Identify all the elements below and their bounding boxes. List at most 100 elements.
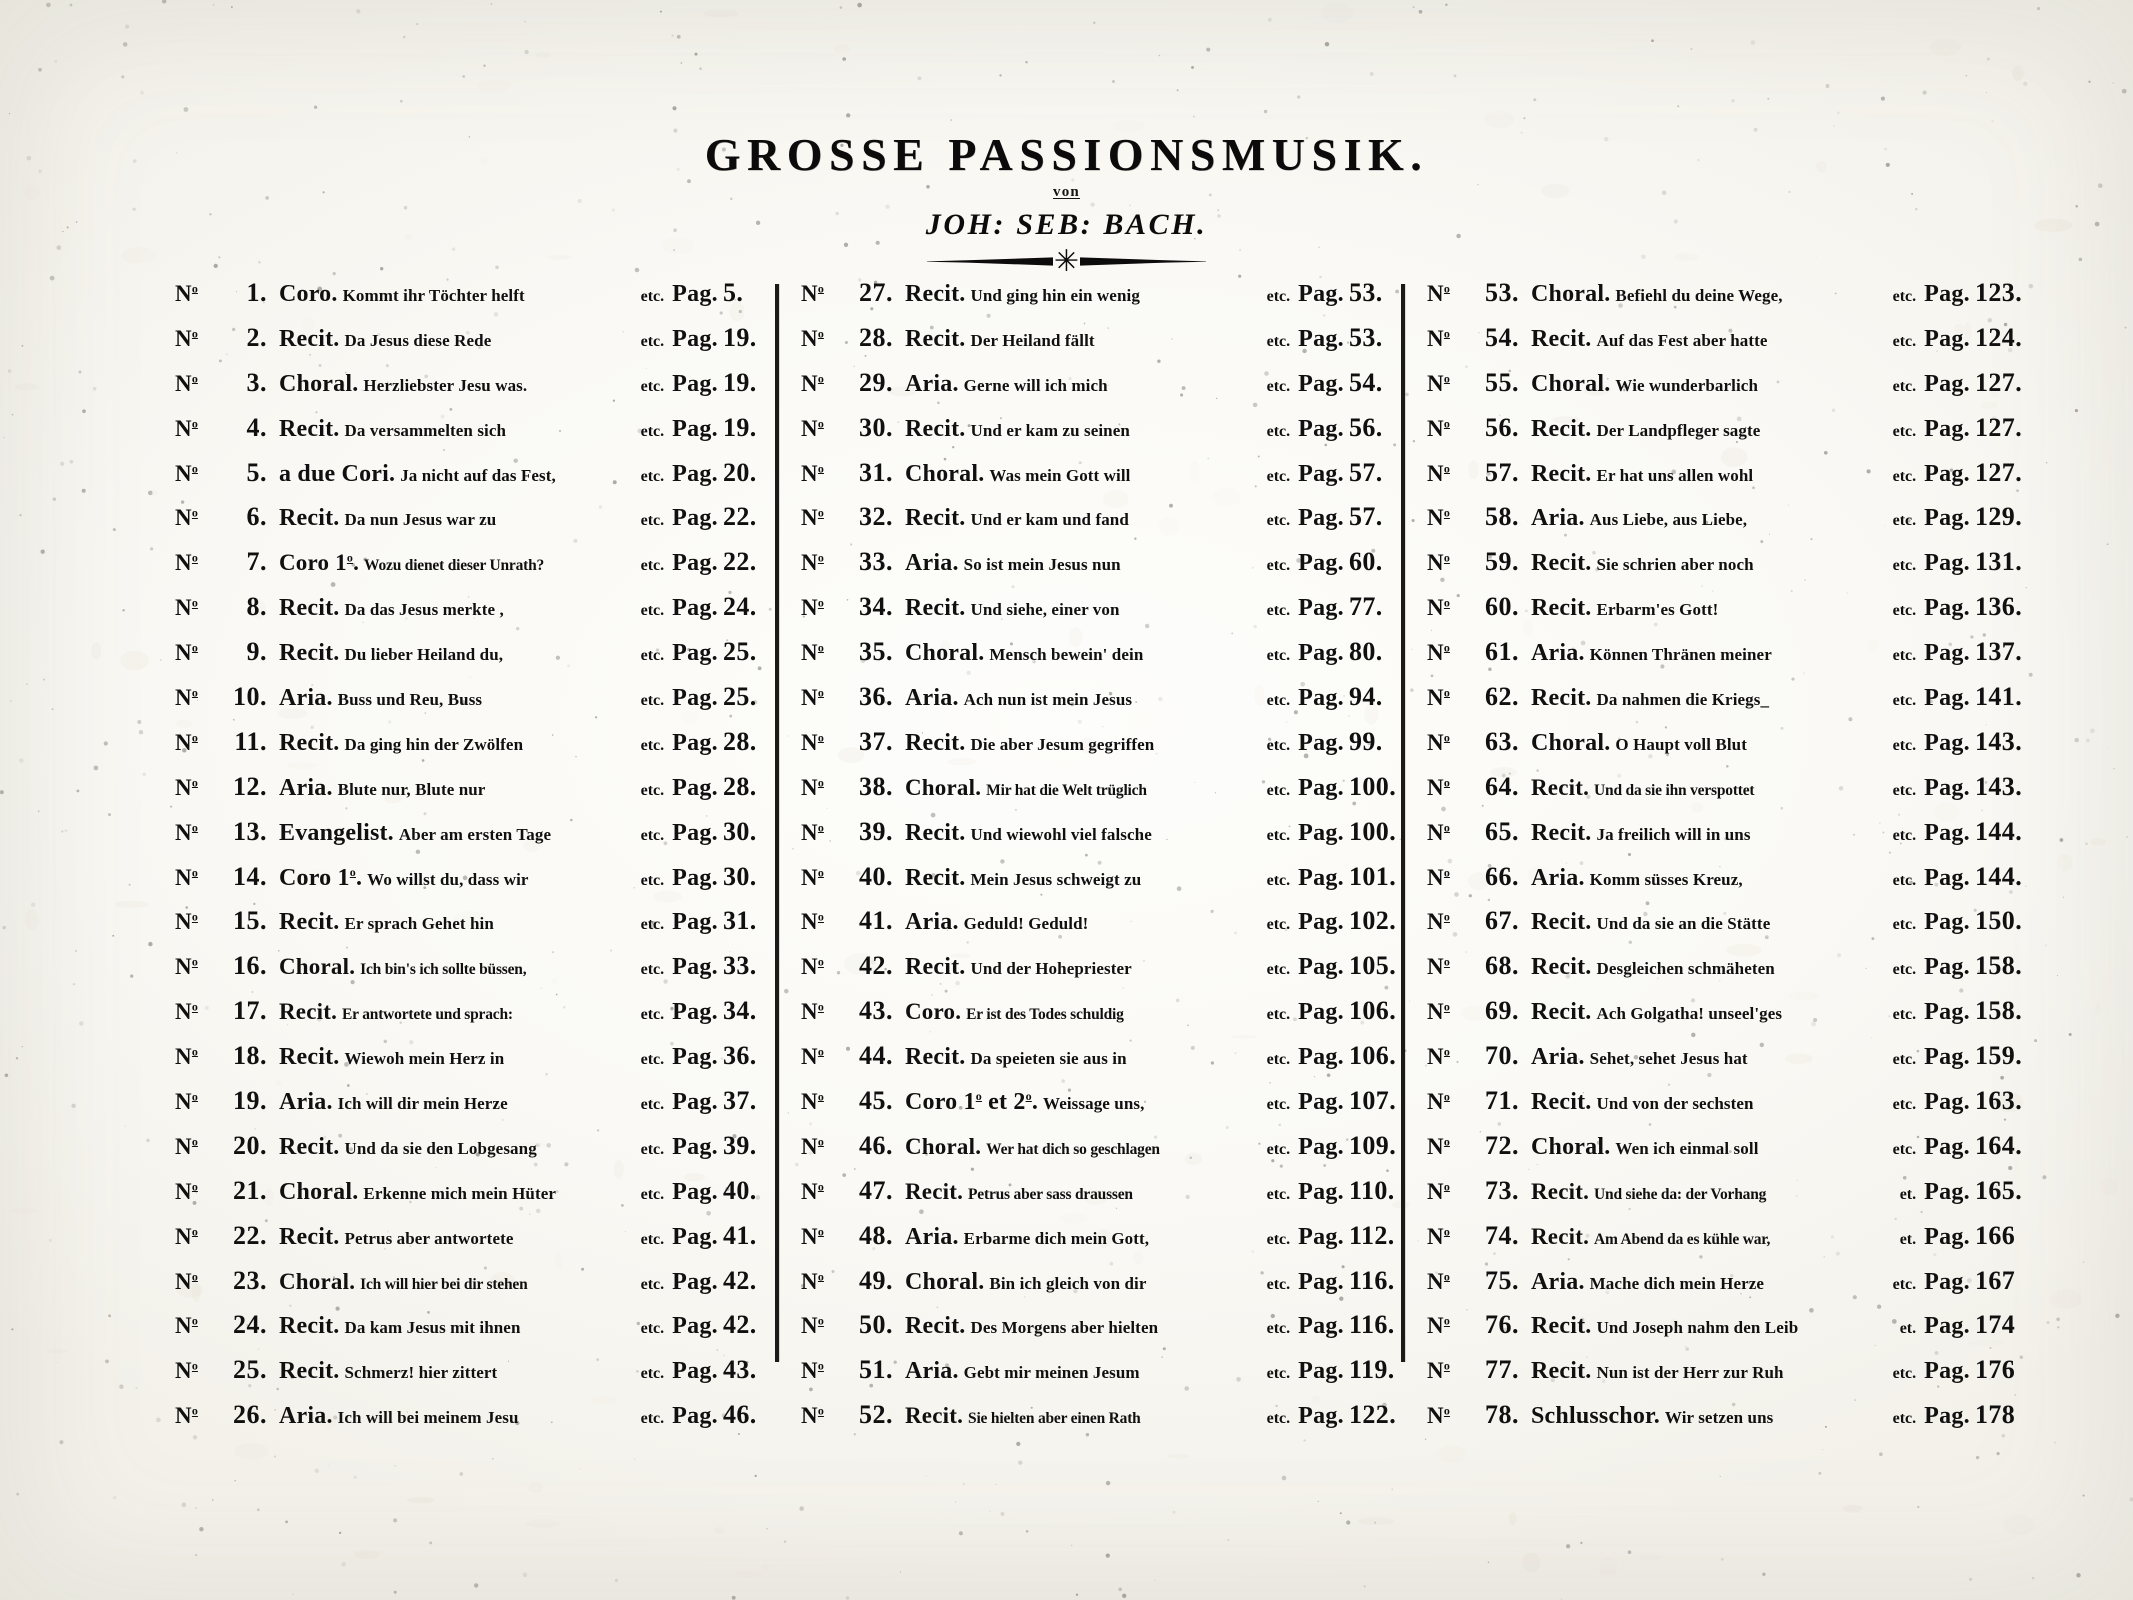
- entry-number-prefix: No: [175, 729, 198, 755]
- entry-number-prefix: No: [175, 1044, 198, 1070]
- contents-entry[interactable]: No 57. Recit. Er hat uns allen wohl etc. Pag.…: [1427, 458, 2027, 503]
- contents-entry[interactable]: No 3. Choral. Herzliebster Jesu was. etc. Pag…: [175, 368, 775, 413]
- contents-entry[interactable]: No 34. Recit. Und siehe, einer von etc. Pag. 7…: [801, 592, 1401, 637]
- contents-entry[interactable]: No 51. Aria. Gebt mir meinen Jesum etc. Pag. 1…: [801, 1355, 1401, 1400]
- entry-pag-label: Pag.: [1924, 325, 1970, 352]
- contents-entry[interactable]: No 29. Aria. Gerne will ich mich etc. Pag. 54.: [801, 368, 1401, 413]
- contents-entry[interactable]: No 27. Recit. Und ging hin ein wenig etc. Pag…: [801, 278, 1401, 323]
- contents-entry[interactable]: No 39. Recit. Und wiewohl viel falsche etc. P…: [801, 817, 1401, 862]
- contents-entry[interactable]: No 1. Coro. Kommt ihr Töchter helft etc. Pag.…: [175, 278, 775, 323]
- contents-entry[interactable]: No 43. Coro. Er ist des Todes schuldig etc. P…: [801, 996, 1401, 1041]
- entry-genre: Aria.: [1531, 864, 1585, 891]
- contents-entry[interactable]: No 71. Recit. Und von der sechsten etc. Pag. 1…: [1427, 1086, 2027, 1131]
- entry-incipit: Die aber Jesum gegriffen: [970, 734, 1155, 754]
- contents-entry[interactable]: No 16. Choral. Ich bin's ich sollte büssen,…: [175, 951, 775, 996]
- contents-entry[interactable]: No 32. Recit. Und er kam und fand etc. Pag. 57…: [801, 502, 1401, 547]
- contents-entry[interactable]: No 36. Aria. Ach nun ist mein Jesus etc. Pag.…: [801, 682, 1401, 727]
- entry-genre: Recit.: [279, 325, 340, 352]
- contents-entry[interactable]: No 6. Recit. Da nun Jesus war zu etc. Pag. 22.: [175, 502, 775, 547]
- contents-entry[interactable]: No 48. Aria. Erbarme dich mein Gott, etc. Pag…: [801, 1221, 1401, 1266]
- contents-entry[interactable]: No 61. Aria. Können Thränen meiner etc. Pag. 1…: [1427, 637, 2027, 682]
- contents-entry[interactable]: No 2. Recit. Da Jesus diese Rede etc. Pag. 19.: [175, 323, 775, 368]
- contents-entry[interactable]: No 53. Choral. Befiehl du deine Wege, etc. Pa…: [1427, 278, 2027, 323]
- contents-entry[interactable]: No 52. Recit. Sie hielten aber einen Rath et…: [801, 1400, 1401, 1445]
- contents-entry[interactable]: No 23. Choral. Ich will hier bei dir stehen…: [175, 1266, 775, 1311]
- contents-entry[interactable]: No 4. Recit. Da versammelten sich etc. Pag. 19…: [175, 413, 775, 458]
- contents-entry[interactable]: No 33. Aria. So ist mein Jesus nun etc. Pag. 6…: [801, 547, 1401, 592]
- contents-entry[interactable]: No 70. Aria. Sehet, sehet Jesus hat etc. Pag.…: [1427, 1041, 2027, 1086]
- contents-entry[interactable]: No 20. Recit. Und da sie den Lobgesang etc. P…: [175, 1131, 775, 1176]
- contents-entry[interactable]: No 25. Recit. Schmerz! hier zittert etc. Pag.…: [175, 1355, 775, 1400]
- entry-number: 57.: [1485, 457, 1519, 487]
- contents-entry[interactable]: No 9. Recit. Du lieber Heiland du, etc. Pag. 2…: [175, 637, 775, 682]
- contents-entry[interactable]: No 56. Recit. Der Landpfleger sagte etc. Pag.…: [1427, 413, 2027, 458]
- contents-entry[interactable]: No 41. Aria. Geduld! Geduld! etc. Pag. 102.: [801, 906, 1401, 951]
- contents-entry[interactable]: No 44. Recit. Da speieten sie aus in etc. Pag…: [801, 1041, 1401, 1086]
- contents-entry[interactable]: No 38. Choral. Mir hat die Welt trüglich etc…: [801, 772, 1401, 817]
- contents-entry[interactable]: No 58. Aria. Aus Liebe, aus Liebe, etc. Pag. 1…: [1427, 502, 2027, 547]
- contents-entry[interactable]: No 55. Choral. Wie wunderbarlich etc. Pag. 127…: [1427, 368, 2027, 413]
- contents-entry[interactable]: No 37. Recit. Die aber Jesum gegriffen etc. P…: [801, 727, 1401, 772]
- contents-entry[interactable]: No 26. Aria. Ich will bei meinem Jesu etc. Pa…: [175, 1400, 775, 1445]
- contents-entry[interactable]: No 40. Recit. Mein Jesus schweigt zu etc. Pag…: [801, 862, 1401, 907]
- contents-entry[interactable]: No 5. a due Cori. Ja nicht auf das Fest, etc…: [175, 458, 775, 503]
- contents-entry[interactable]: No 35. Choral. Mensch bewein' dein etc. Pag. 8…: [801, 637, 1401, 682]
- entry-genre: Aria.: [905, 909, 959, 936]
- contents-entry[interactable]: No 42. Recit. Und der Hohepriester etc. Pag. 1…: [801, 951, 1401, 996]
- contents-entry[interactable]: No 54. Recit. Auf das Fest aber hatte etc. Pa…: [1427, 323, 2027, 368]
- contents-entry[interactable]: No 67. Recit. Und da sie an die Stätte etc. P…: [1427, 906, 2027, 951]
- contents-entry[interactable]: No 13. Evangelist. Aber am ersten Tage etc. P…: [175, 817, 775, 862]
- contents-entry[interactable]: No 28. Recit. Der Heiland fällt etc. Pag. 53.: [801, 323, 1401, 368]
- contents-entry[interactable]: No 69. Recit. Ach Golgatha! unseel'ges etc. P…: [1427, 996, 2027, 1041]
- contents-entry[interactable]: No 78. Schlusschor. Wir setzen uns etc. Pag. 1…: [1427, 1400, 2027, 1445]
- ornament-divider: ✳: [0, 247, 2133, 277]
- contents-entry[interactable]: No 8. Recit. Da das Jesus merkte , etc. Pag. 2…: [175, 592, 775, 637]
- contents-entry[interactable]: No 31. Choral. Was mein Gott will etc. Pag. 57…: [801, 458, 1401, 503]
- entry-number: 2.: [246, 322, 267, 352]
- contents-entry[interactable]: No 7. Coro 1o. Wozu dienet dieser Unrath? et…: [175, 547, 775, 592]
- contents-entry[interactable]: No 12. Aria. Blute nur, Blute nur etc. Pag. 28…: [175, 772, 775, 817]
- entry-number: 54.: [1485, 322, 1519, 352]
- contents-entry[interactable]: No 64. Recit. Und da sie ihn verspottet etc.…: [1427, 772, 2027, 817]
- entry-incipit: Und er kam zu seinen: [970, 420, 1130, 440]
- entry-genre: Aria.: [279, 774, 333, 801]
- contents-entry[interactable]: No 74. Recit. Am Abend da es kühle war, et. P…: [1427, 1221, 2027, 1266]
- contents-entry[interactable]: No 47. Recit. Petrus aber sass draussen etc.…: [801, 1176, 1401, 1221]
- contents-entry[interactable]: No 60. Recit. Erbarm'es Gott! etc. Pag. 136.: [1427, 592, 2027, 637]
- contents-entry[interactable]: No 14. Coro 1o. Wo willst du, dass wir etc. P…: [175, 862, 775, 907]
- entry-page-number: 19.: [723, 367, 757, 397]
- contents-entry[interactable]: No 65. Recit. Ja freilich will in uns etc. Pa…: [1427, 817, 2027, 862]
- contents-entry[interactable]: No 22. Recit. Petrus aber antwortete etc. Pag…: [175, 1221, 775, 1266]
- contents-entry[interactable]: No 24. Recit. Da kam Jesus mit ihnen etc. Pag…: [175, 1310, 775, 1355]
- contents-entry[interactable]: No 19. Aria. Ich will dir mein Herze etc. Pag…: [175, 1086, 775, 1131]
- contents-entry[interactable]: No 77. Recit. Nun ist der Herr zur Ruh etc. P…: [1427, 1355, 2027, 1400]
- contents-entry[interactable]: No 46. Choral. Wer hat dich so geschlagen et…: [801, 1131, 1401, 1176]
- contents-entry[interactable]: No 30. Recit. Und er kam zu seinen etc. Pag. 5…: [801, 413, 1401, 458]
- contents-entry[interactable]: No 45. Coro 1o et 2o. Weissage uns, etc. Pag.…: [801, 1086, 1401, 1131]
- contents-entry[interactable]: No 18. Recit. Wiewoh mein Herz in etc. Pag. 36…: [175, 1041, 775, 1086]
- contents-entry[interactable]: No 49. Choral. Bin ich gleich von dir etc. Pa…: [801, 1266, 1401, 1311]
- entry-etc: etc.: [1892, 602, 1917, 620]
- contents-entry[interactable]: No 50. Recit. Des Morgens aber hielten etc. P…: [801, 1310, 1401, 1355]
- contents-entry[interactable]: No 62. Recit. Da nahmen die Kriegs_ etc. Pag.…: [1427, 682, 2027, 727]
- entry-genre: Recit.: [1531, 999, 1592, 1026]
- entry-incipit: Da kam Jesus mit ihnen: [344, 1318, 521, 1338]
- contents-entry[interactable]: No 76. Recit. Und Joseph nahm den Leib et. Pa…: [1427, 1310, 2027, 1355]
- contents-entry[interactable]: No 72. Choral. Wen ich einmal soll etc. Pag. 1…: [1427, 1131, 2027, 1176]
- contents-entry[interactable]: No 21. Choral. Erkenne mich mein Hüter etc. P…: [175, 1176, 775, 1221]
- entry-incipit: Der Heiland fällt: [970, 330, 1095, 350]
- contents-entry[interactable]: No 10. Aria. Buss und Reu, Buss etc. Pag. 25.: [175, 682, 775, 727]
- contents-entry[interactable]: No 68. Recit. Desgleichen schmäheten etc. Pag…: [1427, 951, 2027, 996]
- entry-page-number: 57.: [1349, 502, 1383, 532]
- contents-entry[interactable]: No 17. Recit. Er antwortete und sprach: etc.…: [175, 996, 775, 1041]
- entry-number-prefix: No: [1427, 1044, 1450, 1070]
- entry-number: 40.: [859, 861, 893, 891]
- contents-entry[interactable]: No 73. Recit. Und siehe da: der Vorhang et. P…: [1427, 1176, 2027, 1221]
- contents-entry[interactable]: No 11. Recit. Da ging hin der Zwölfen etc. Pa…: [175, 727, 775, 772]
- contents-entry[interactable]: No 15. Recit. Er sprach Gehet hin etc. Pag. 31…: [175, 906, 775, 951]
- contents-entry[interactable]: No 63. Choral. O Haupt voll Blut etc. Pag. 143…: [1427, 727, 2027, 772]
- entry-number-prefix: No: [175, 1313, 198, 1339]
- contents-entry[interactable]: No 75. Aria. Mache dich mein Herze etc. Pag. 1…: [1427, 1266, 2027, 1311]
- contents-entry[interactable]: No 59. Recit. Sie schrien aber noch etc. Pag.…: [1427, 547, 2027, 592]
- contents-entry[interactable]: No 66. Aria. Komm süsses Kreuz, etc. Pag. 144.: [1427, 862, 2027, 907]
